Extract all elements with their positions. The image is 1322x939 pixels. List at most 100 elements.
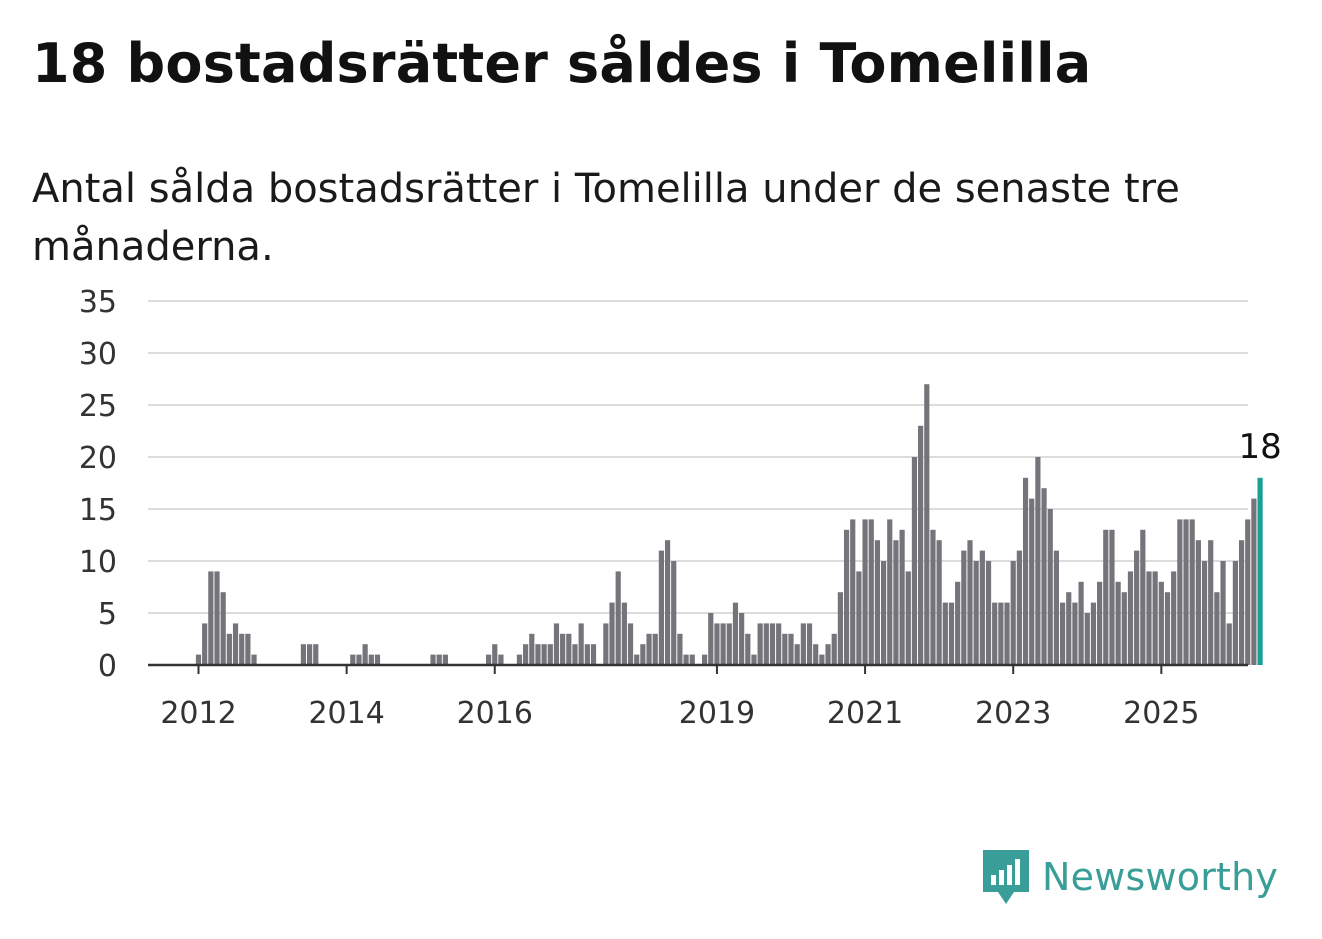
y-tick-label: 15 [79, 493, 117, 528]
bar [529, 633, 535, 665]
bar [800, 623, 806, 665]
bar [634, 654, 640, 665]
x-tick-label: 2023 [975, 696, 1051, 731]
bar [498, 654, 504, 665]
bar [646, 633, 652, 665]
bar [918, 425, 924, 665]
bar [899, 529, 905, 665]
bar [948, 602, 955, 665]
bar [757, 623, 763, 665]
bar [782, 633, 788, 665]
bar [1090, 602, 1097, 665]
bar [640, 644, 646, 665]
bar [1047, 509, 1053, 665]
bar [1189, 519, 1195, 665]
bar [516, 654, 523, 665]
bar [1103, 529, 1109, 665]
bar [436, 654, 442, 665]
bar [831, 633, 837, 665]
bar [726, 623, 732, 665]
bar [251, 654, 257, 665]
bar [936, 540, 942, 665]
bar [794, 644, 800, 665]
bar [992, 602, 998, 665]
bar [751, 654, 757, 665]
bar [1171, 571, 1177, 665]
bar [195, 654, 202, 665]
bar [350, 654, 356, 665]
bar [239, 633, 245, 665]
x-tick-label: 2012 [160, 696, 236, 731]
bar [566, 633, 572, 665]
bar [930, 529, 936, 665]
bar [961, 550, 967, 665]
bar [763, 623, 769, 665]
bar [1066, 592, 1072, 665]
bar [819, 654, 825, 665]
bar [1097, 581, 1103, 665]
bar [1121, 592, 1127, 665]
bar [1238, 540, 1245, 665]
bar [430, 654, 436, 665]
bar [300, 644, 307, 665]
bar [1134, 550, 1140, 665]
bar [368, 654, 374, 665]
bar [1201, 561, 1208, 665]
bar [1251, 498, 1257, 665]
bar [1059, 602, 1066, 665]
x-tick-label: 2021 [827, 696, 903, 731]
y-tick-label: 10 [79, 545, 117, 580]
bar [683, 654, 689, 665]
bar [541, 644, 547, 665]
bar [998, 602, 1004, 665]
bar [313, 644, 319, 665]
bar [1208, 540, 1214, 665]
bar [1041, 488, 1047, 665]
bar [973, 561, 979, 665]
bar [1146, 571, 1152, 665]
bar [1022, 477, 1029, 665]
y-tick-label: 0 [98, 649, 117, 684]
bar [837, 592, 843, 665]
bar [362, 644, 368, 665]
bar [850, 519, 856, 665]
axes [148, 663, 1248, 674]
bar [214, 571, 220, 665]
bar [714, 623, 720, 665]
y-tick-label: 25 [79, 389, 117, 424]
bar [1214, 592, 1220, 665]
bar [232, 623, 239, 665]
bar [813, 644, 819, 665]
bar [769, 623, 776, 665]
bar [615, 571, 621, 665]
x-tick-label: 2019 [679, 696, 755, 731]
newsworthy-icon [983, 850, 1029, 904]
bar [609, 602, 615, 665]
bar [720, 623, 726, 665]
bar [1109, 529, 1115, 665]
bar [1158, 581, 1164, 665]
bar [492, 644, 498, 665]
brand-name: Newsworthy [1042, 855, 1279, 899]
bar [1220, 561, 1226, 665]
bar [1195, 540, 1201, 665]
bar [1245, 519, 1251, 665]
bar [1078, 581, 1084, 665]
bar [806, 623, 813, 665]
bar [627, 623, 634, 665]
bar [942, 602, 948, 665]
bar [985, 561, 992, 665]
bar [702, 654, 708, 665]
bar [220, 592, 226, 665]
bar [862, 519, 868, 665]
bar [732, 602, 739, 665]
bar [485, 654, 492, 665]
bar [868, 519, 874, 665]
bar [535, 644, 541, 665]
bar [1004, 602, 1010, 665]
bar [584, 644, 590, 665]
y-tick-label: 30 [79, 337, 117, 372]
latest-value-label: 18 [1238, 427, 1281, 467]
bar [374, 654, 381, 665]
